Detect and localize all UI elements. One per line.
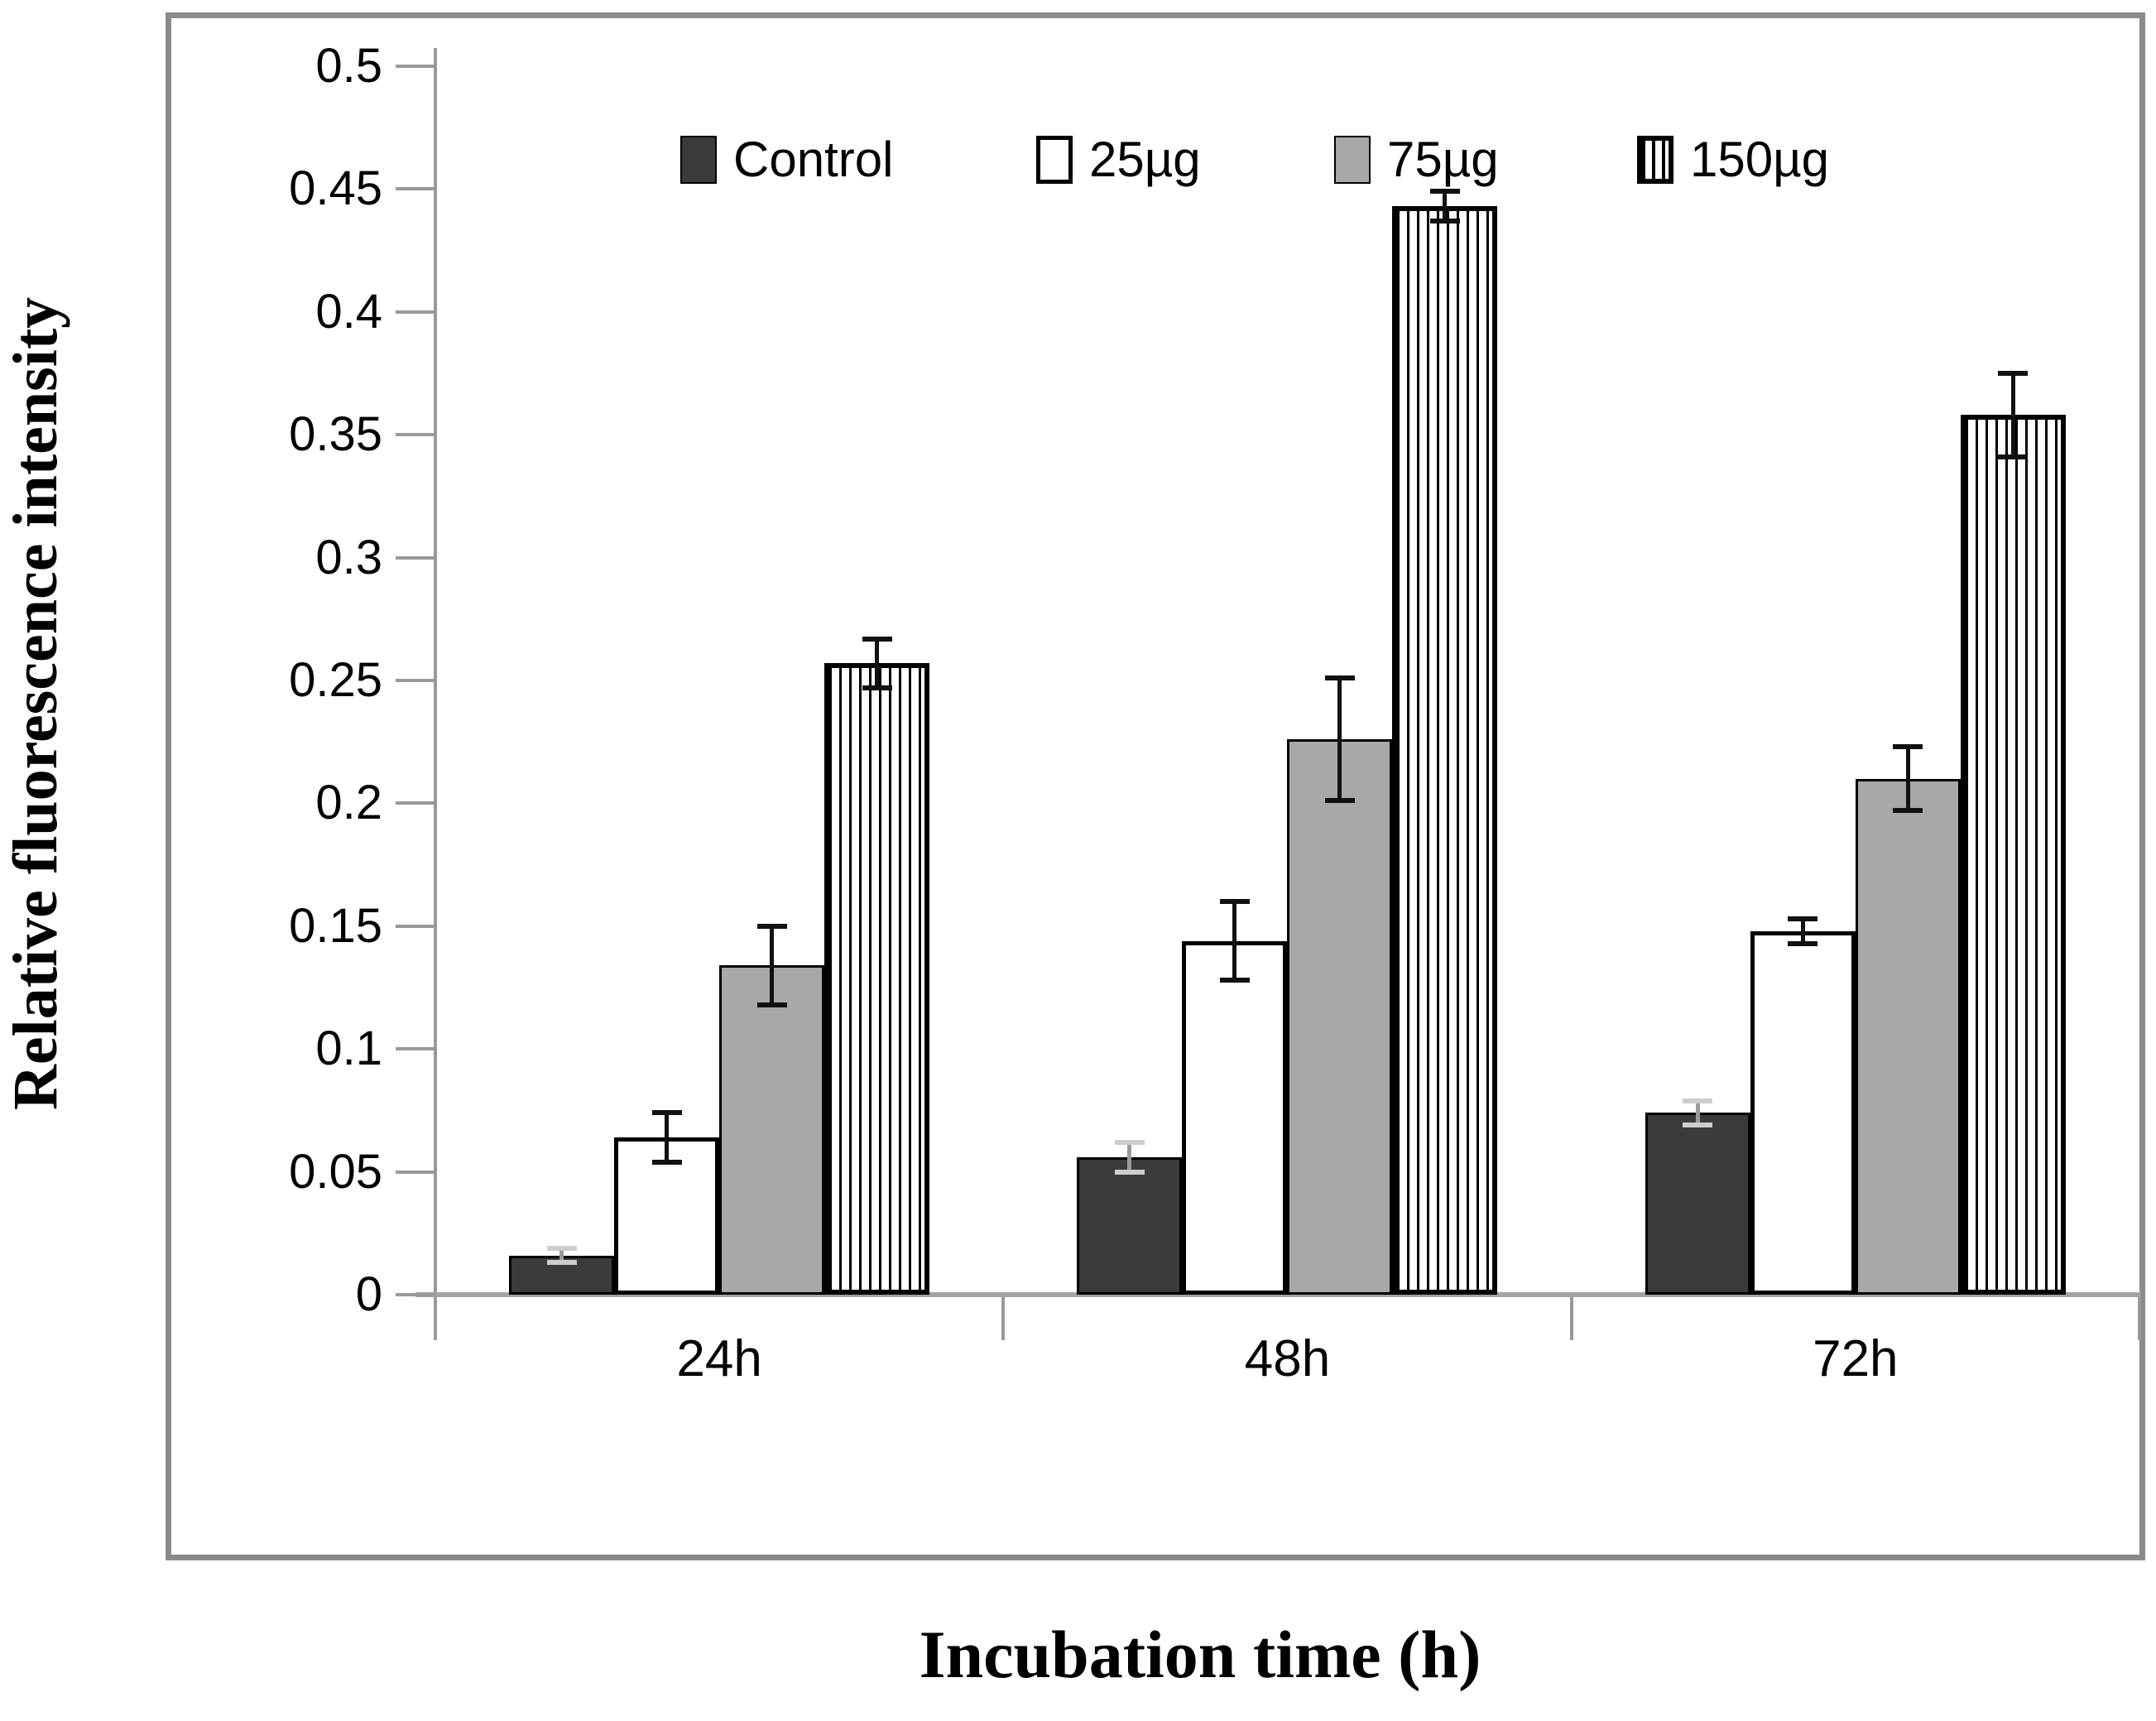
error-bar-whisker xyxy=(665,1113,669,1162)
y-tick-label: 0.2 xyxy=(315,776,382,830)
legend-swatch-white-solid xyxy=(1036,135,1073,184)
bar-75g-24h xyxy=(719,965,824,1295)
y-tick-mark xyxy=(396,1293,435,1296)
error-bar-whisker xyxy=(2010,373,2015,457)
error-bar-cap-bottom xyxy=(651,1159,682,1165)
x-tick-mark xyxy=(1001,1297,1006,1340)
error-bar-whisker xyxy=(1127,1142,1132,1172)
error-bar-cap-top xyxy=(756,923,787,929)
legend-label: 25µg xyxy=(1089,132,1201,187)
error-bar-cap-bottom xyxy=(546,1260,577,1266)
legend-swatch-dark-gray-solid xyxy=(680,135,717,184)
error-bar-cap-top xyxy=(1114,1139,1145,1145)
error-bar-cap-top xyxy=(1998,371,2029,376)
error-bar-cap-top xyxy=(1788,916,1818,921)
bar-75g-48h xyxy=(1287,739,1393,1295)
y-tick-label: 0.25 xyxy=(289,653,382,707)
error-bar-cap-bottom xyxy=(862,685,892,690)
y-tick-label: 0.5 xyxy=(315,39,382,93)
y-tick-label: 0.3 xyxy=(315,530,382,584)
error-bar-cap-top xyxy=(1893,744,1923,750)
y-tick-mark xyxy=(396,187,435,191)
y-tick-label: 0.1 xyxy=(315,1022,382,1076)
legend-swatch-vertical-stripes xyxy=(1637,135,1673,184)
y-tick-mark xyxy=(396,555,435,560)
bar-75g-72h xyxy=(1855,779,1961,1295)
y-tick-mark xyxy=(396,924,435,928)
legend-label: 75µg xyxy=(1387,132,1499,187)
bar-25g-72h xyxy=(1750,931,1856,1295)
y-tick-mark xyxy=(396,1047,435,1051)
y-tick-label: 0.15 xyxy=(289,898,382,953)
error-bar-cap-bottom xyxy=(756,1002,787,1007)
bar-150g-24h xyxy=(824,663,929,1295)
legend-item-Control: Control xyxy=(680,131,893,188)
y-tick-mark xyxy=(396,433,435,437)
error-bar-whisker xyxy=(875,638,879,688)
error-bar-whisker xyxy=(1337,678,1342,801)
error-bar-cap-top xyxy=(1219,899,1250,905)
x-tick-mark xyxy=(434,1297,437,1340)
y-tick-mark xyxy=(396,65,435,68)
error-bar-whisker xyxy=(1232,901,1237,981)
error-bar-cap-bottom xyxy=(1788,940,1818,946)
y-tick-label: 0.05 xyxy=(289,1144,382,1199)
y-tick-label: 0.4 xyxy=(315,284,382,339)
y-tick-mark xyxy=(396,310,435,314)
error-bar-cap-bottom xyxy=(1324,798,1355,804)
error-bar-cap-bottom xyxy=(1429,218,1460,224)
y-tick-label: 0.45 xyxy=(289,161,382,216)
category-label: 48h xyxy=(1244,1330,1331,1387)
bar-150g-72h xyxy=(1960,415,2066,1295)
error-bar-cap-bottom xyxy=(1219,978,1250,983)
error-bar-cap-top xyxy=(1324,675,1355,681)
plot-frame xyxy=(166,12,2145,1560)
error-bar-whisker xyxy=(770,925,774,1005)
error-bar-cap-top xyxy=(1429,189,1460,195)
y-tick-label: 0.35 xyxy=(289,407,382,462)
error-bar-cap-top xyxy=(651,1110,682,1116)
bar-25g-48h xyxy=(1182,941,1288,1295)
error-bar-cap-top xyxy=(862,636,892,642)
error-bar-cap-bottom xyxy=(1683,1122,1713,1128)
legend-item-75g: 75µg xyxy=(1334,131,1499,188)
legend-label: 150µg xyxy=(1690,132,1830,187)
x-axis-title: Incubation time (h) xyxy=(919,1617,1481,1692)
legend-swatch-gray-solid xyxy=(1334,135,1371,184)
y-tick-mark xyxy=(396,801,435,805)
legend-item-25g: 25µg xyxy=(1036,131,1201,188)
error-bar-whisker xyxy=(1695,1100,1700,1126)
error-bar-whisker xyxy=(1443,191,1448,221)
error-bar-cap-top xyxy=(546,1245,577,1251)
bar-Control-72h xyxy=(1645,1113,1750,1295)
error-bar-whisker xyxy=(1905,747,1910,811)
category-label: 24h xyxy=(676,1330,762,1387)
error-bar-cap-bottom xyxy=(1998,454,2029,459)
y-axis-line xyxy=(434,48,437,1298)
y-tick-mark xyxy=(396,1170,435,1174)
error-bar-whisker xyxy=(1800,918,1805,944)
category-label: 72h xyxy=(1813,1330,1899,1387)
y-tick-label: 0 xyxy=(355,1267,382,1321)
x-tick-mark xyxy=(2138,1297,2141,1340)
error-bar-whisker xyxy=(559,1247,564,1263)
x-tick-mark xyxy=(1569,1297,1573,1340)
y-axis-title: Relative fluorescence intensity xyxy=(1,296,70,1111)
legend-label: Control xyxy=(733,132,894,187)
error-bar-cap-bottom xyxy=(1114,1169,1145,1175)
bar-150g-48h xyxy=(1392,206,1498,1295)
bar-Control-48h xyxy=(1077,1157,1183,1295)
y-tick-mark xyxy=(396,679,435,682)
x-axis-line xyxy=(415,1292,2141,1297)
legend-item-150g: 150µg xyxy=(1637,131,1829,188)
error-bar-cap-bottom xyxy=(1893,808,1923,814)
error-bar-cap-top xyxy=(1683,1098,1713,1103)
